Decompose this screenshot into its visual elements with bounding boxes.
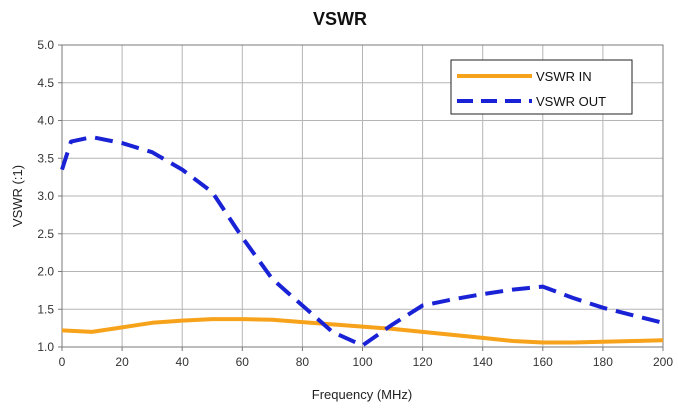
y-tick-label: 2.0 xyxy=(37,265,54,279)
legend: VSWR IN VSWR OUT xyxy=(450,59,633,115)
series-line-vswr-in xyxy=(61,317,664,345)
y-tick-label: 3.5 xyxy=(37,151,54,165)
chart-title: VSWR xyxy=(313,9,367,29)
x-tick-label: 180 xyxy=(593,355,613,369)
x-tick-label: 40 xyxy=(176,355,190,369)
y-axis-ticks: 1.0 1.5 2.0 2.5 3.0 3.5 4.0 4.5 5.0 xyxy=(37,38,62,354)
y-tick-label: 3.0 xyxy=(37,189,54,203)
x-tick-label: 0 xyxy=(59,355,66,369)
x-tick-label: 200 xyxy=(653,355,673,369)
y-tick-label: 4.0 xyxy=(37,114,54,128)
series-line-vswr-out xyxy=(60,135,664,348)
y-tick-label: 1.5 xyxy=(37,302,54,316)
series-lines xyxy=(60,135,664,348)
y-tick-label: 4.5 xyxy=(37,76,54,90)
x-tick-label: 140 xyxy=(473,355,493,369)
x-tick-label: 20 xyxy=(115,355,129,369)
x-tick-label: 60 xyxy=(236,355,250,369)
x-tick-label: 120 xyxy=(413,355,433,369)
x-axis-ticks: 0 20 40 60 80 100 120 140 160 180 200 xyxy=(59,347,673,369)
y-tick-label: 1.0 xyxy=(37,340,54,354)
x-tick-label: 160 xyxy=(533,355,553,369)
x-tick-label: 100 xyxy=(352,355,372,369)
y-tick-label: 2.5 xyxy=(37,227,54,241)
legend-label-vswr-out: VSWR OUT xyxy=(536,94,606,109)
legend-box xyxy=(450,59,633,115)
y-axis-label: VSWR (:1) xyxy=(10,165,25,227)
x-tick-label: 80 xyxy=(296,355,310,369)
legend-label-vswr-in: VSWR IN xyxy=(536,69,592,84)
y-tick-label: 5.0 xyxy=(37,38,54,52)
x-axis-label: Frequency (MHz) xyxy=(312,387,412,402)
